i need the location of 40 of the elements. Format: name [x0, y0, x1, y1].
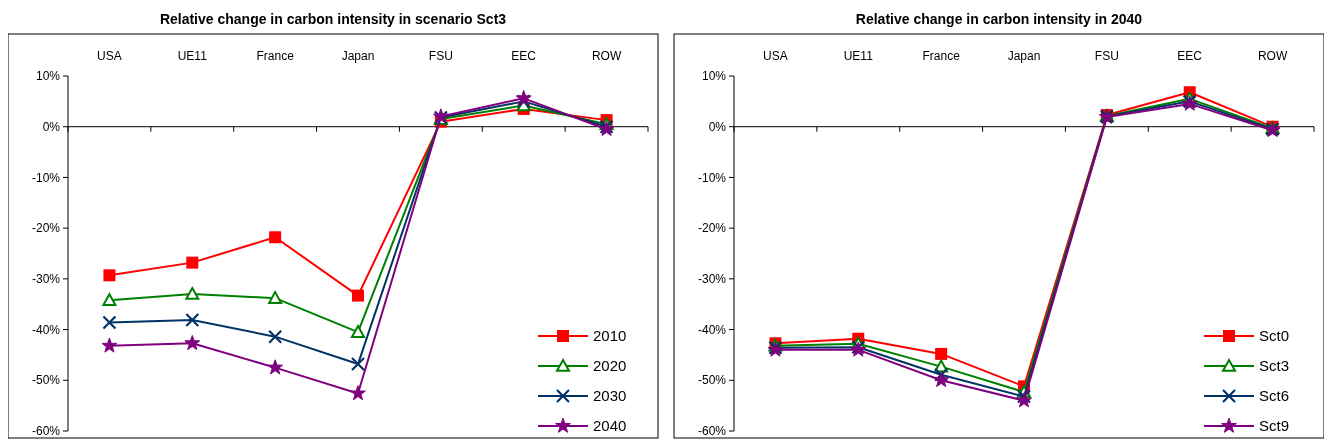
y-tick-label: -60%: [697, 424, 727, 439]
y-tick-label: 0%: [708, 119, 727, 134]
chart-title: Relative change in carbon intensity in 2040: [855, 11, 1143, 27]
legend-label: 2040: [593, 417, 627, 435]
y-tick-label: -10%: [697, 170, 727, 185]
y-tick-label: -40%: [31, 322, 61, 337]
y-tick-label: -30%: [31, 272, 61, 287]
legend-label: Sct3: [1259, 357, 1290, 375]
y-tick-label: 0%: [42, 119, 61, 134]
y-tick-label: 10%: [701, 69, 727, 84]
y-tick-label: -60%: [31, 424, 61, 439]
x-tick-label: ROW: [591, 49, 622, 63]
x-tick-label: EEC: [511, 49, 537, 63]
y-tick-label: -50%: [31, 373, 61, 388]
x-tick-label: Japan: [341, 49, 375, 63]
y-tick-label: -20%: [31, 221, 61, 236]
x-tick-label: FSU: [1094, 49, 1119, 63]
legend-label: 2020: [593, 357, 627, 375]
x-tick-label: UE11: [843, 49, 874, 63]
y-tick-label: -50%: [697, 373, 727, 388]
x-tick-label: USA: [97, 49, 122, 63]
legend-label: 2010: [593, 327, 627, 345]
y-tick-label: 10%: [35, 69, 61, 84]
x-tick-label: EEC: [1177, 49, 1203, 63]
y-tick-label: -30%: [697, 272, 727, 287]
x-tick-label: ROW: [1257, 49, 1288, 63]
x-tick-label: UE11: [177, 49, 208, 63]
x-tick-label: France: [922, 49, 961, 63]
legend-label: Sct0: [1259, 327, 1290, 345]
y-tick-label: -10%: [31, 170, 61, 185]
x-tick-label: USA: [763, 49, 788, 63]
chart-title: Relative change in carbon intensity in scenario Sct3: [159, 11, 507, 27]
legend-label: Sct6: [1259, 387, 1290, 405]
x-tick-label: Japan: [1007, 49, 1041, 63]
y-tick-label: -40%: [697, 322, 727, 337]
legend-label: 2030: [593, 387, 627, 405]
legend-label: Sct9: [1259, 417, 1290, 435]
y-tick-label: -20%: [697, 221, 727, 236]
x-tick-label: France: [256, 49, 295, 63]
x-tick-label: FSU: [428, 49, 453, 63]
